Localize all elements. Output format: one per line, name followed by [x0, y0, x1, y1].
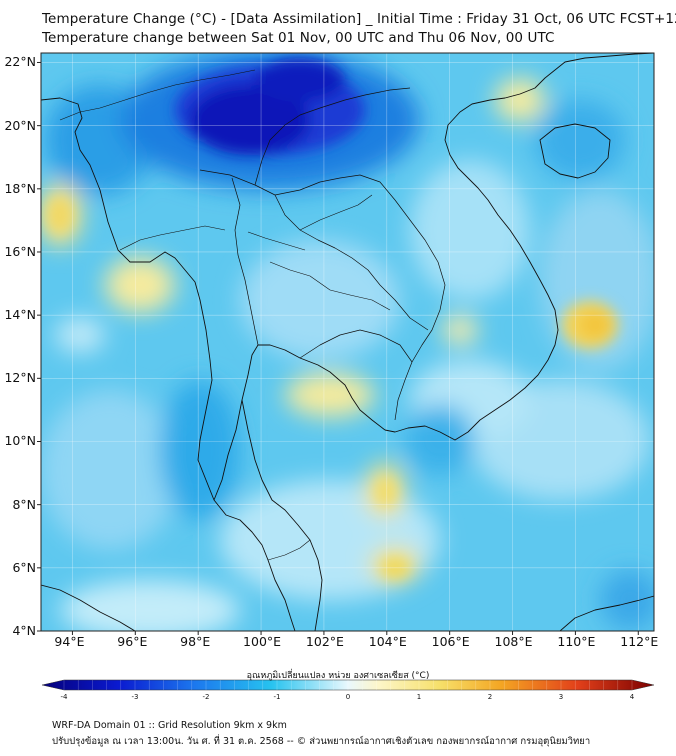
colorbar-tick-label: 2 — [487, 693, 493, 701]
latitude-label: 22°N — [4, 54, 36, 70]
longitude-label: 94°E — [54, 634, 85, 649]
colorbar-tick-label: -2 — [202, 693, 210, 701]
longitude-label: 98°E — [180, 634, 211, 649]
colorbar-tick-label: -4 — [60, 693, 68, 701]
latitude-label: 6°N — [12, 559, 36, 575]
graticule — [41, 53, 654, 631]
longitude-label: 108°E — [494, 634, 533, 649]
colorbar-tick-label: 0 — [345, 693, 351, 701]
map-title: Temperature Change (°C) - [Data Assimila… — [42, 11, 676, 27]
footer-model-info: WRF-DA Domain 01 :: Grid Resolution 9km … — [52, 720, 287, 731]
longitude-label: 102°E — [305, 634, 344, 649]
longitude-label: 106°E — [431, 634, 470, 649]
latitude-label: 16°N — [4, 243, 36, 259]
latitude-label: 18°N — [4, 180, 36, 196]
colorbar-tick-label: 1 — [416, 693, 422, 701]
longitude-label: 96°E — [117, 634, 148, 649]
colorbar-label: อุณหภูมิเปลี่ยนแปลง หน่วย องศาเซลเซียส (… — [246, 671, 430, 681]
latitude-label: 14°N — [4, 307, 36, 323]
temperature-field — [41, 53, 654, 631]
latitude-label: 12°N — [4, 370, 36, 386]
longitude-label: 104°E — [368, 634, 407, 649]
colorbar-tick-label: -3 — [131, 693, 139, 701]
longitude-label: 110°E — [557, 634, 596, 649]
colorbar-tick-label: 3 — [558, 693, 564, 701]
latitude-label: 20°N — [4, 117, 36, 133]
coastlines-borders — [41, 53, 654, 631]
latitude-label: 8°N — [12, 496, 36, 512]
colorbar-tick-label: -1 — [273, 693, 281, 701]
map-subtitle: Temperature change between Sat 01 Nov, 0… — [42, 30, 555, 46]
longitude-label: 100°E — [243, 634, 282, 649]
footer-update-credit: ปรับปรุงข้อมูล ณ เวลา 13:00น. วัน ศ. ที่… — [52, 736, 591, 747]
colorbar-tick-label: 4 — [629, 693, 635, 701]
latitude-label: 10°N — [4, 433, 36, 449]
colorbar — [41, 679, 655, 691]
map-frame — [40, 52, 655, 632]
longitude-label: 112°E — [620, 634, 659, 649]
latitude-label: 4°N — [12, 623, 36, 638]
